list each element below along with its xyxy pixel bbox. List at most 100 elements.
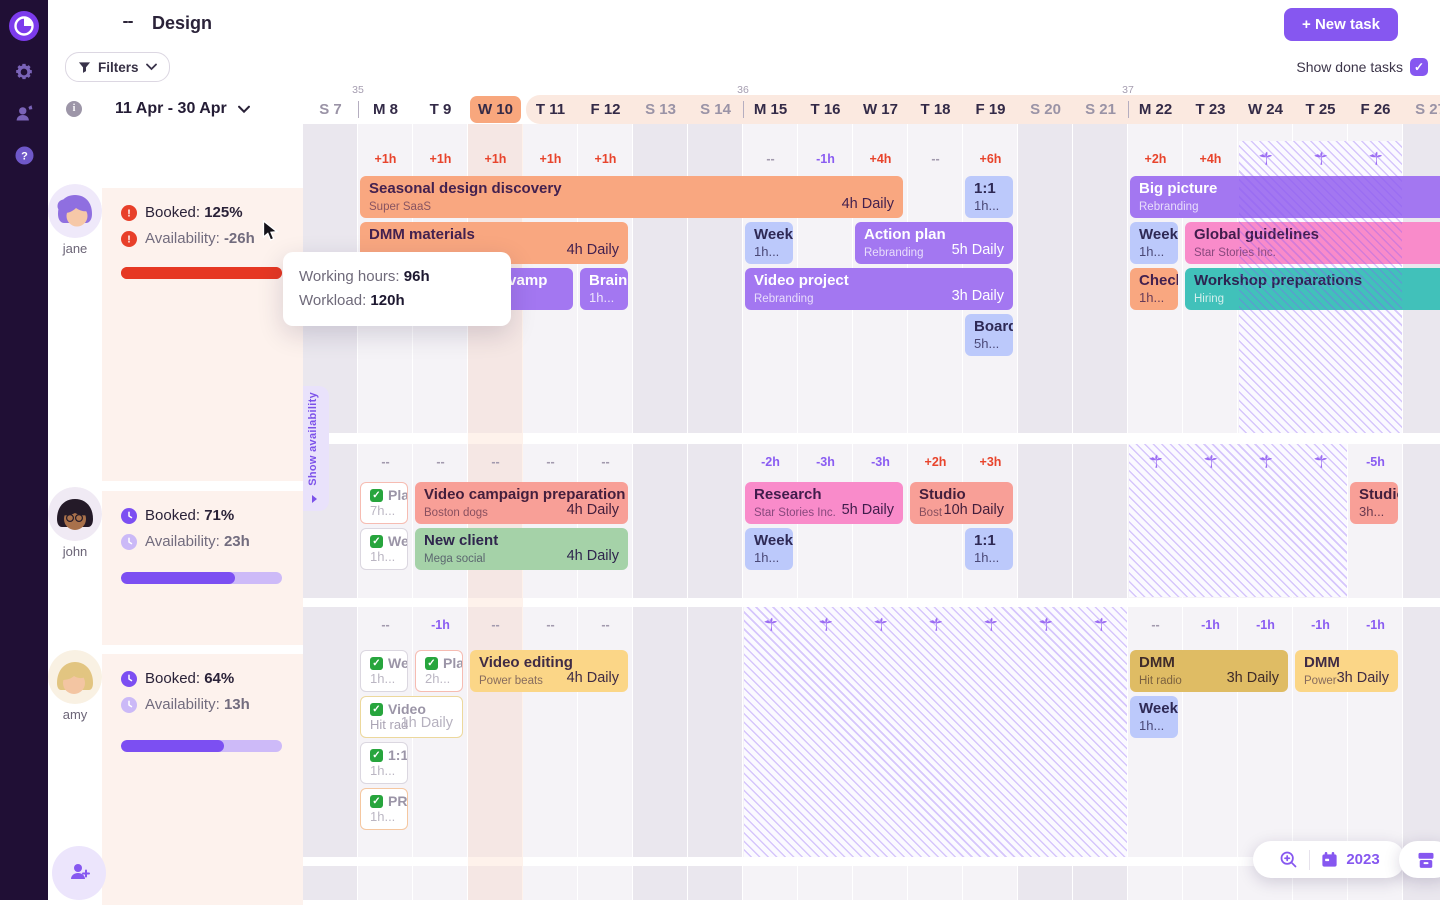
- task-bar[interactable]: Workshop preparations Hiring: [1185, 268, 1440, 310]
- day-header[interactable]: S 14: [700, 101, 731, 118]
- task-bar[interactable]: Global guidelines Star Stories Inc.: [1185, 222, 1440, 264]
- task-title: Check: [1139, 272, 1178, 289]
- task-bar[interactable]: Video project Rebranding 3h Daily: [745, 268, 1013, 310]
- day-header[interactable]: T 16: [810, 101, 841, 118]
- add-member-button[interactable]: [52, 846, 106, 900]
- selected-range-band: [526, 95, 1440, 124]
- done-task-bar[interactable]: ✓ Pla 2h...: [415, 650, 463, 692]
- day-header[interactable]: T 9: [429, 101, 452, 118]
- member-card[interactable]: ! Booked: 125% ! Availability: -26h: [102, 188, 303, 481]
- task-bar[interactable]: Week 1h...: [1130, 222, 1178, 264]
- done-task-bar[interactable]: ✓ We 1h...: [360, 528, 408, 570]
- day-header[interactable]: W 17: [862, 101, 898, 118]
- archive-control[interactable]: [1399, 841, 1440, 878]
- avatar[interactable]: [48, 184, 102, 238]
- progress-fill: [121, 267, 282, 279]
- team-members-icon[interactable]: [0, 103, 48, 129]
- task-bar[interactable]: Brain 1h...: [580, 268, 628, 310]
- task-bar[interactable]: Week 1h...: [745, 222, 793, 264]
- task-bar[interactable]: Seasonal design discovery Super SaaS 4h Da…: [360, 176, 903, 218]
- task-bar[interactable]: Week 1h...: [1130, 696, 1178, 738]
- task-subtitle: 1h...: [589, 290, 615, 305]
- show-availability-tab[interactable]: Show availability: [303, 386, 329, 511]
- availability-icon: [121, 696, 137, 713]
- task-bar[interactable]: Studio3h...: [1350, 482, 1398, 524]
- task-hours-label: 5h Daily: [951, 242, 1004, 258]
- task-bar[interactable]: Action plan Rebranding 5h Daily: [855, 222, 1013, 264]
- day-header[interactable]: T 23: [1195, 101, 1226, 118]
- task-bar[interactable]: Research Star Stories Inc. 5h Daily: [745, 482, 903, 524]
- done-task-bar[interactable]: ✓ Pla 7h...: [360, 482, 408, 524]
- year-picker[interactable]: 2023: [1320, 850, 1380, 869]
- new-task-button[interactable]: + New task: [1284, 8, 1398, 41]
- task-bar[interactable]: 1:1 1h...: [965, 176, 1013, 218]
- show-done-tasks-checkbox[interactable]: ✓: [1410, 58, 1428, 76]
- task-bar[interactable]: Big picture Rebranding: [1130, 176, 1440, 218]
- avatar[interactable]: [48, 650, 102, 704]
- done-task-bar[interactable]: ✓ PR 1h...: [360, 788, 408, 830]
- task-title: Video project: [754, 272, 849, 289]
- member-card[interactable]: Booked: 64% Availability: 13h: [102, 654, 303, 905]
- capacity-marker: -1h: [1366, 618, 1385, 632]
- booked-stat: ! Booked: 125%: [121, 204, 243, 221]
- zoom-in-icon[interactable]: [1278, 849, 1299, 870]
- capacity-marker: +4h: [869, 152, 892, 166]
- task-subtitle: Rebranding: [754, 293, 814, 305]
- task-bar[interactable]: Week 1h...: [745, 528, 793, 570]
- palm-tree-icon: [1203, 454, 1218, 474]
- task-bar[interactable]: Board 5h...: [965, 314, 1013, 356]
- task-bar[interactable]: 1:1 1h...: [965, 528, 1013, 570]
- done-task-bar[interactable]: ✓ 1:1 1h...: [360, 742, 408, 784]
- member-avatar-block: jane: [48, 184, 102, 256]
- help-icon[interactable]: ?: [0, 146, 48, 170]
- done-task-bar[interactable]: ✓ Video Hit rad 1h Daily: [360, 696, 463, 738]
- day-header[interactable]: S 13: [645, 101, 676, 118]
- day-header[interactable]: S 7: [319, 101, 342, 118]
- app-logo[interactable]: [0, 11, 48, 46]
- member-avatar-block: john: [48, 487, 102, 559]
- filters-button[interactable]: Filters: [65, 52, 170, 82]
- task-bar[interactable]: DMM Power 3h Daily: [1295, 650, 1398, 692]
- task-subtitle: 1h...: [370, 763, 396, 778]
- palm-tree-icon: [1258, 151, 1273, 171]
- task-title: DMM: [1139, 654, 1175, 671]
- day-header[interactable]: F 19: [975, 101, 1006, 118]
- task-subtitle: Super SaaS: [369, 201, 432, 213]
- day-header[interactable]: M 15: [753, 101, 788, 118]
- day-header[interactable]: S 20: [1030, 101, 1061, 118]
- task-bar[interactable]: Video campaign preparation Boston dogs 4h …: [415, 482, 628, 524]
- day-header[interactable]: F 26: [1360, 101, 1391, 118]
- day-header[interactable]: S 27: [1415, 101, 1440, 118]
- day-header[interactable]: S 21: [1085, 101, 1116, 118]
- day-header[interactable]: T 18: [920, 101, 951, 118]
- day-header[interactable]: W 24: [1247, 101, 1283, 118]
- done-check-icon: ✓: [425, 656, 438, 670]
- task-bar[interactable]: Studio Bost 10h Daily: [910, 482, 1013, 524]
- task-bar[interactable]: Check1h...: [1130, 268, 1178, 310]
- date-range-selector[interactable]: i 11 Apr - 30 Apr: [66, 100, 250, 118]
- task-bar[interactable]: New client Mega social 4h Daily: [415, 528, 628, 570]
- availability-stat: Availability: 23h: [121, 533, 250, 550]
- day-header[interactable]: T 11: [535, 101, 566, 118]
- day-header[interactable]: T 25: [1305, 101, 1336, 118]
- task-hours-label: 3h Daily: [1226, 670, 1279, 686]
- avatar[interactable]: [48, 487, 102, 541]
- task-bar[interactable]: DMM Hit radio 3h Daily: [1130, 650, 1288, 692]
- task-bar[interactable]: Video editing Power beats 4h Daily: [470, 650, 628, 692]
- view-options-icon[interactable]: [118, 18, 138, 30]
- workload-label: Workload:: [299, 292, 371, 309]
- day-header[interactable]: W 10: [477, 101, 513, 118]
- capacity-marker: +2h: [1144, 152, 1167, 166]
- day-header[interactable]: F 12: [590, 101, 621, 118]
- member-card[interactable]: Booked: 71% Availability: 23h: [102, 491, 303, 645]
- settings-gear-icon[interactable]: [0, 62, 48, 87]
- task-hours-label: 4h Daily: [566, 548, 619, 564]
- day-header[interactable]: M 22: [1138, 101, 1173, 118]
- done-task-bar[interactable]: ✓ We 1h...: [360, 650, 408, 692]
- day-header[interactable]: M 8: [372, 101, 398, 118]
- capacity-marker: --: [601, 618, 610, 632]
- show-done-tasks-toggle: Show done tasks ✓: [1296, 58, 1428, 76]
- palm-tree-icon: [818, 617, 833, 637]
- task-title: Week: [754, 226, 793, 243]
- member-name: amy: [62, 707, 88, 722]
